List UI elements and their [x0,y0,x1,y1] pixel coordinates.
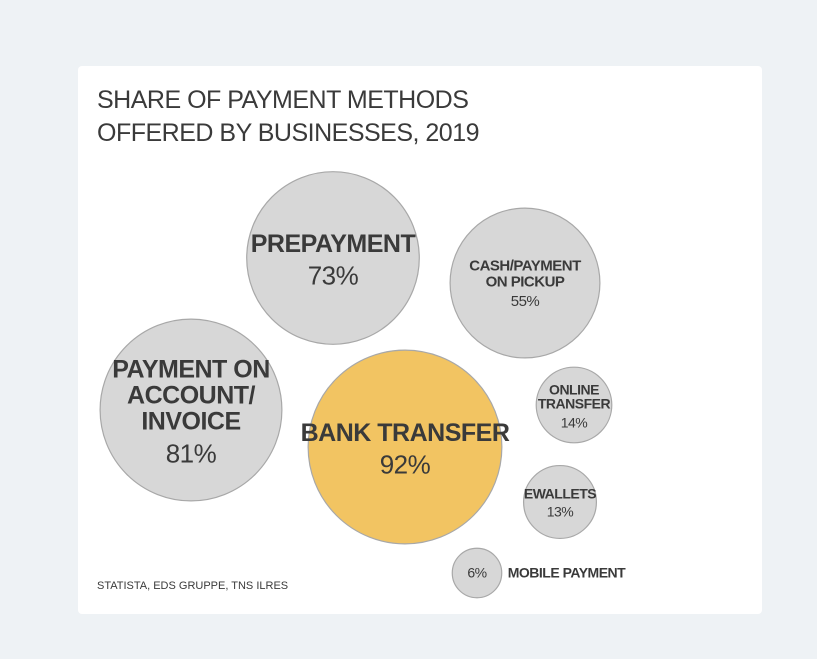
value-label: 13% [546,503,574,520]
bubble [451,547,503,599]
bubble-label: MOBILE PAYMENT [507,564,626,581]
value-label: 14% [560,414,588,431]
source: STATISTA, EDS GRUPPE, TNS ILRES [97,580,289,592]
bubble-label: PREPAYMENT [250,229,416,258]
bubble-label: PAYMENT ON ACCOUNT/ INVOICE [112,355,270,436]
value-label: 73% [307,260,359,291]
bubble [99,318,283,502]
bubble [522,464,598,540]
bubble [449,207,601,359]
chart-title: SHARE OF PAYMENT METHODS OFFERED BY BUSI… [97,86,480,147]
value-label: 81% [165,438,217,469]
bubble-label: CASH/PAYMENT ON PICKUP [469,257,581,290]
value-label: 92% [379,449,431,480]
bubble [246,171,420,345]
bubble-label: BANK TRANSFER [300,418,510,447]
bubble [307,349,503,545]
bubble-label: ONLINE TRANSFER [537,380,611,412]
bubble-label: EWALLETS [523,485,597,502]
value-label: 6% [467,564,487,581]
value-label: 55% [510,292,540,310]
bubble [535,366,613,444]
